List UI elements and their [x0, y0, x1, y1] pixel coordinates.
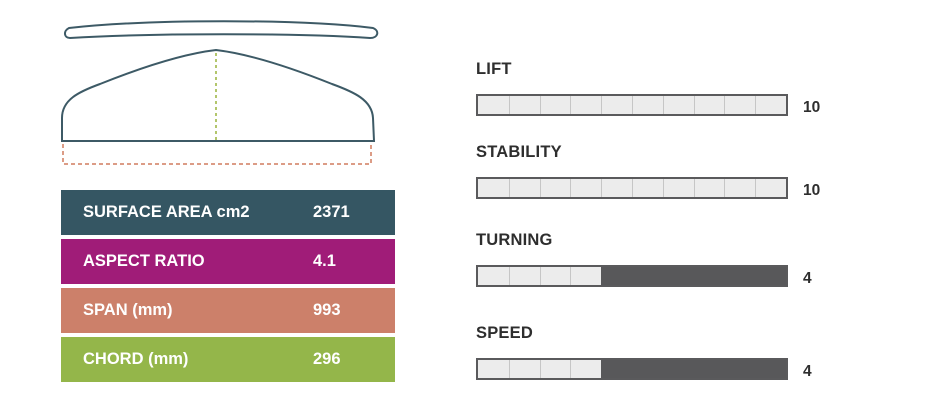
rating-tick [540, 96, 541, 114]
rating-tick [724, 179, 725, 197]
spec-label: SURFACE AREA cm2 [61, 190, 310, 235]
rating-tick [755, 179, 756, 197]
rating-value: 4 [803, 363, 812, 380]
spec-table: SURFACE AREA cm2 2371 ASPECT RATIO 4.1 S… [61, 190, 395, 386]
rating-tick [509, 179, 510, 197]
rating-tick [509, 96, 510, 114]
rating-bar [476, 177, 788, 199]
spec-row-surface-area: SURFACE AREA cm2 2371 [61, 190, 395, 235]
rating-tick [601, 179, 602, 197]
rating-tick [509, 360, 510, 378]
spec-value: 993 [293, 288, 395, 333]
spec-value: 2371 [293, 190, 395, 235]
rating-label: SPEED [476, 324, 533, 342]
rating-tick [663, 96, 664, 114]
rating-value: 10 [803, 182, 821, 199]
rating-tick [694, 96, 695, 114]
rating-tick [570, 360, 571, 378]
rating-tick [570, 96, 571, 114]
spec-value: 4.1 [293, 239, 395, 284]
rating-tick [663, 179, 664, 197]
spec-label: SPAN (mm) [61, 288, 310, 333]
rating-tick [632, 179, 633, 197]
rating-tick [509, 267, 510, 285]
rating-tick [540, 179, 541, 197]
rating-tick [601, 96, 602, 114]
spec-value: 296 [293, 337, 395, 382]
spec-label: CHORD (mm) [61, 337, 310, 382]
rating-tick [755, 96, 756, 114]
rating-bar [476, 94, 788, 116]
spec-row-chord: CHORD (mm) 296 [61, 337, 395, 382]
span-line [62, 144, 372, 165]
spec-label: ASPECT RATIO [61, 239, 310, 284]
rating-label: LIFT [476, 60, 512, 78]
rating-value: 4 [803, 270, 812, 287]
wing-top-view [61, 48, 376, 142]
rating-value: 10 [803, 99, 821, 116]
rating-remainder [601, 267, 786, 285]
rating-bar [476, 358, 788, 380]
foil-diagram [61, 20, 379, 165]
rating-tick [570, 267, 571, 285]
rating-tick [632, 96, 633, 114]
spec-row-aspect-ratio: ASPECT RATIO 4.1 [61, 239, 395, 284]
wing-front-view [64, 20, 379, 40]
rating-tick [694, 179, 695, 197]
rating-label: TURNING [476, 231, 553, 249]
rating-tick [540, 267, 541, 285]
rating-label: STABILITY [476, 143, 562, 161]
rating-tick [724, 96, 725, 114]
rating-remainder [601, 360, 786, 378]
rating-bar [476, 265, 788, 287]
spec-row-span: SPAN (mm) 993 [61, 288, 395, 333]
rating-tick [540, 360, 541, 378]
rating-tick [570, 179, 571, 197]
